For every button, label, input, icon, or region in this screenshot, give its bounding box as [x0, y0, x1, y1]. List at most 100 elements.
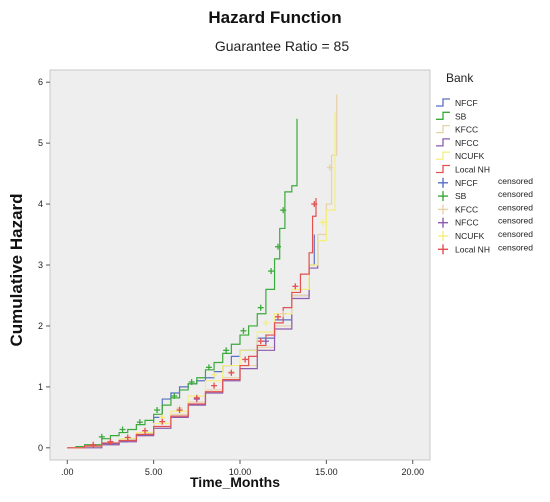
legend-label: SB [455, 111, 467, 121]
y-axis-title: Cumulative Hazard [7, 193, 26, 346]
legend-label: NFCC [455, 218, 479, 228]
x-tick-label: 15.00 [315, 467, 338, 477]
legend-swatch [436, 164, 450, 174]
legend-entry: NFCF censored [438, 176, 533, 188]
y-tick-label: 1 [38, 382, 43, 392]
legend-label: KFCC [455, 125, 478, 135]
legend-swatch [436, 151, 450, 160]
x-tick-label: 20.00 [401, 467, 424, 477]
censored-point [280, 207, 287, 214]
legend-label: NCUFK [455, 231, 485, 241]
legend-label: KFCC [455, 204, 478, 214]
legend-swatch [436, 98, 450, 107]
legend-swatch [438, 244, 448, 255]
legend-entry: SB [436, 111, 467, 121]
legend-entry: KFCC censored [438, 202, 533, 215]
legend-entry: SB censored [438, 189, 533, 202]
legend-label: SB [455, 191, 467, 201]
legend-censored-label: censored [498, 202, 533, 212]
censored-point [119, 426, 126, 433]
y-tick-label: 6 [38, 77, 43, 87]
censored-point [262, 319, 269, 326]
legend-entry: NCUFK censored [438, 229, 533, 241]
censored-point [262, 338, 269, 345]
legend-swatch [438, 177, 448, 188]
plot-area [49, 69, 431, 461]
legend-label: NFCF [455, 98, 478, 108]
legend-title: Bank [446, 71, 474, 85]
censored-point [176, 407, 183, 414]
series-line-local-nh [67, 197, 317, 449]
censored-point [257, 304, 264, 311]
y-tick-label: 5 [38, 138, 43, 148]
censored-point [193, 394, 200, 401]
censored-point [240, 327, 247, 334]
x-tick-label: .00 [61, 467, 74, 477]
censored-point [319, 219, 326, 226]
legend-swatch [436, 124, 450, 134]
censored-point [326, 164, 333, 171]
legend-entry: Local NH censored [438, 242, 533, 255]
legend-label: NFCF [455, 178, 478, 188]
axes-ticks: .00 5.00 10.00 15.00 20.00 0 1 2 3 4 5 6 [38, 77, 424, 477]
legend-label: Local NH [455, 165, 490, 175]
legend-swatch [438, 191, 448, 202]
x-tick-label: 5.00 [145, 467, 163, 477]
x-axis-title: Time_Months [190, 474, 280, 490]
chart-title: Hazard Function [208, 8, 341, 27]
legend-censored-label: censored [498, 216, 533, 226]
censored-point [275, 313, 281, 320]
legend-swatch [438, 217, 448, 228]
censor-layer [90, 164, 333, 448]
censored-point [211, 382, 218, 389]
legend-censored-label: censored [498, 176, 533, 186]
y-tick-label: 4 [38, 199, 43, 209]
legend-swatch [438, 231, 448, 241]
censored-point [124, 434, 131, 441]
censored-point [171, 393, 178, 400]
chart-subtitle: Guarantee Ratio = 85 [215, 38, 349, 54]
censored-point [223, 347, 230, 354]
legend-entry: KFCC [436, 125, 478, 135]
censored-point [142, 427, 148, 434]
legend-label: Local NH [455, 244, 490, 254]
legend-entry: NFCC censored [438, 216, 533, 228]
legend-swatch [436, 111, 450, 120]
legend-label: NFCC [455, 138, 479, 148]
y-tick-label: 2 [38, 321, 43, 331]
censored-point [228, 369, 235, 376]
legend-censored-label: censored [498, 229, 533, 239]
x-tick-label: 10.00 [229, 467, 252, 477]
series-line-sb [67, 118, 298, 449]
censored-point [275, 243, 281, 250]
legend-entry: NCUFK [436, 151, 485, 161]
censored-point [98, 433, 105, 440]
legend-censored-label: censored [498, 189, 533, 199]
series-layer [67, 94, 338, 449]
censored-point [268, 268, 275, 275]
censored-point [136, 419, 143, 426]
censored-point [242, 356, 249, 363]
legend-swatch [438, 204, 448, 215]
legend-entry: NFCC [436, 138, 479, 148]
legend-label: NCUFK [455, 151, 485, 161]
censored-point [211, 371, 218, 378]
censored-point [159, 418, 166, 425]
censored-point [188, 379, 195, 385]
censored-point [90, 441, 97, 448]
legend-censored-label: censored [498, 242, 533, 252]
censored-point [205, 364, 212, 371]
censored-point [311, 201, 318, 208]
y-tick-label: 3 [38, 260, 43, 270]
y-tick-label: 0 [38, 443, 43, 453]
legend-entry: NFCF [436, 98, 478, 108]
censored-point [292, 283, 299, 290]
legend-entry: Local NH [436, 165, 490, 175]
censored-point [107, 438, 114, 445]
censored-point [280, 310, 287, 317]
censored-point [257, 338, 264, 345]
legend-swatch [436, 138, 450, 147]
censored-point [154, 407, 161, 414]
